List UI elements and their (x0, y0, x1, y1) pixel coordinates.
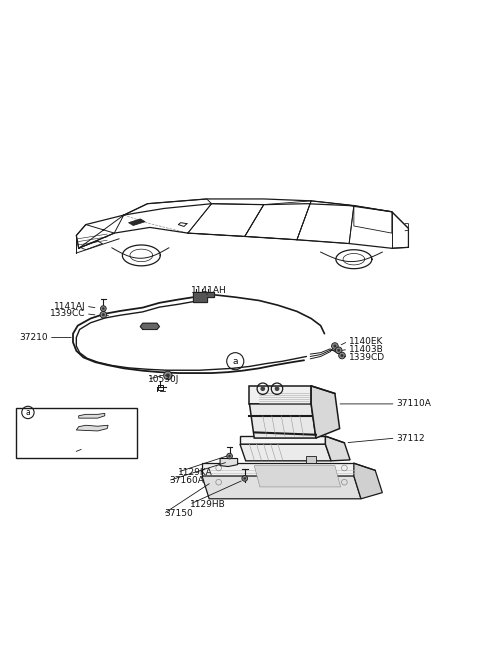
Circle shape (242, 476, 248, 482)
Polygon shape (240, 444, 331, 461)
Circle shape (340, 354, 344, 357)
Text: a: a (25, 408, 30, 417)
Text: 37112: 37112 (396, 434, 425, 443)
Text: 11403B: 11403B (349, 345, 384, 354)
Circle shape (166, 373, 170, 377)
Text: 37210: 37210 (19, 333, 48, 342)
Circle shape (275, 386, 279, 391)
Polygon shape (250, 386, 311, 404)
Polygon shape (306, 456, 316, 463)
Circle shape (261, 386, 265, 391)
Text: 1129KA: 1129KA (179, 468, 213, 477)
Polygon shape (202, 476, 361, 499)
Text: 91931B: 91931B (64, 432, 99, 441)
Polygon shape (192, 293, 214, 302)
Circle shape (105, 415, 108, 419)
Text: 91931D: 91931D (64, 420, 100, 430)
Polygon shape (254, 466, 341, 487)
Circle shape (102, 307, 105, 310)
Circle shape (339, 352, 345, 359)
Polygon shape (240, 436, 325, 444)
Text: 37160A: 37160A (169, 476, 204, 485)
Polygon shape (220, 459, 238, 466)
Text: 37110A: 37110A (396, 400, 432, 409)
Circle shape (228, 455, 231, 457)
Circle shape (336, 347, 342, 354)
Circle shape (227, 453, 232, 459)
Text: 10530J: 10530J (147, 375, 179, 384)
Polygon shape (202, 463, 354, 476)
Polygon shape (311, 386, 340, 438)
Polygon shape (354, 463, 383, 499)
Circle shape (79, 444, 83, 447)
Circle shape (164, 371, 172, 380)
Text: 1141AJ: 1141AJ (54, 302, 86, 311)
Polygon shape (76, 425, 108, 431)
Circle shape (102, 313, 105, 316)
Circle shape (77, 442, 85, 449)
Polygon shape (79, 413, 105, 418)
Text: 1129HB: 1129HB (190, 500, 226, 509)
Polygon shape (140, 323, 159, 329)
Text: 1140EK: 1140EK (349, 337, 384, 346)
Circle shape (337, 349, 340, 352)
Text: a: a (232, 357, 238, 365)
Circle shape (100, 312, 107, 318)
Polygon shape (325, 436, 350, 461)
Text: 11404: 11404 (64, 443, 93, 452)
Polygon shape (250, 404, 316, 438)
Circle shape (243, 477, 246, 480)
Circle shape (106, 424, 112, 431)
Circle shape (334, 344, 336, 348)
Circle shape (103, 413, 109, 420)
Circle shape (332, 342, 338, 350)
Text: 1339CC: 1339CC (50, 309, 86, 318)
Text: 1339CD: 1339CD (349, 353, 385, 362)
Polygon shape (129, 219, 145, 226)
Circle shape (100, 306, 106, 312)
Text: 1141AH: 1141AH (192, 287, 227, 295)
Circle shape (108, 426, 110, 429)
Text: 37150: 37150 (164, 510, 193, 518)
FancyBboxPatch shape (16, 408, 137, 458)
